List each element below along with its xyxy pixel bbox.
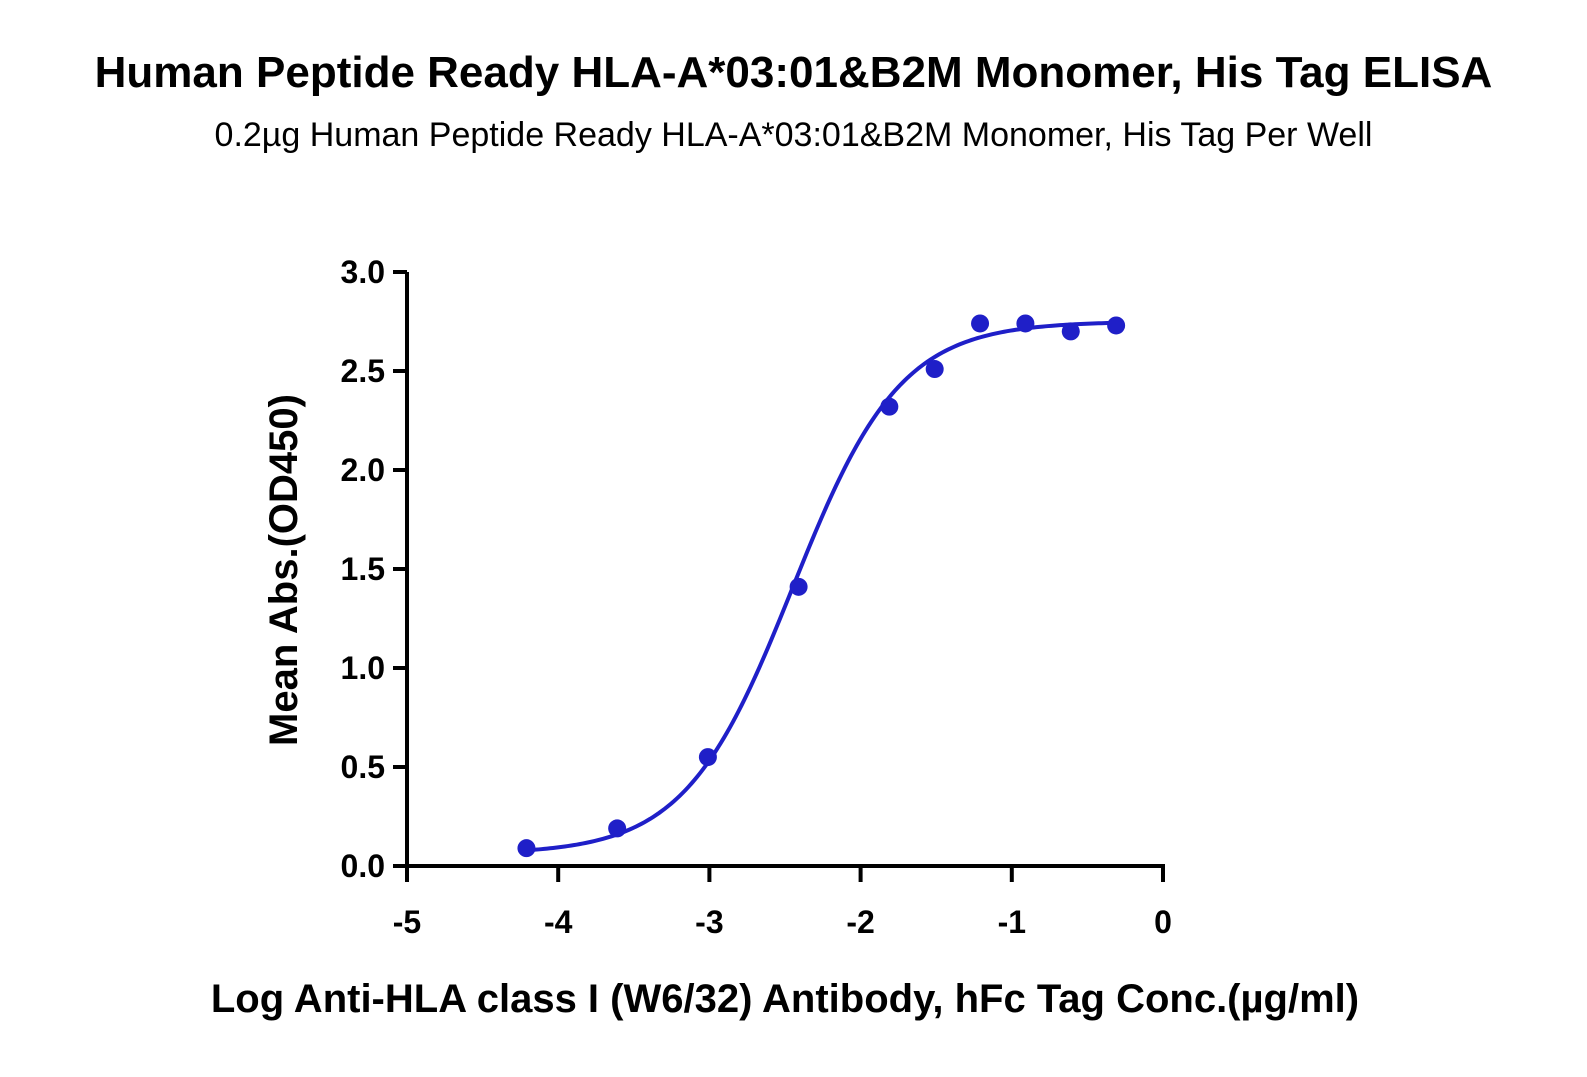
data-point	[517, 839, 536, 858]
y-tick-label: 0.0	[341, 848, 385, 884]
x-axis-title: Log Anti-HLA class I (W6/32) Antibody, h…	[211, 977, 1359, 1021]
axes: 0.0 0.5 1.0 1.5 2.0 2.5 3.0 -5 -4 -3 -2 -1 0	[341, 254, 1172, 940]
data-point	[1016, 314, 1035, 333]
data-point	[971, 314, 990, 333]
data-point	[880, 397, 899, 416]
x-tick-label: -1	[998, 904, 1026, 940]
data-point	[1107, 316, 1126, 335]
data-point	[925, 360, 944, 379]
y-tick-label: 2.0	[341, 452, 385, 488]
x-tick-label: -3	[695, 904, 723, 940]
fit-curve	[526, 320, 1117, 853]
data-point	[789, 577, 808, 596]
data-point	[1061, 322, 1080, 341]
x-tick-label: -5	[393, 904, 421, 940]
y-tick-label: 2.5	[341, 353, 385, 389]
y-tick-label: 1.5	[341, 551, 385, 587]
y-tick-label: 0.5	[341, 749, 385, 785]
y-tick-label: 1.0	[341, 650, 385, 686]
fit-curve-group	[526, 320, 1117, 853]
x-tick-label: 0	[1154, 904, 1172, 940]
y-tick-label: 3.0	[341, 254, 385, 290]
x-tick-label: -4	[544, 904, 573, 940]
chart-title: Human Peptide Ready HLA-A*03:01&B2M Mono…	[94, 48, 1493, 97]
data-point	[698, 748, 717, 767]
chart-subtitle: 0.2µg Human Peptide Ready HLA-A*03:01&B2…	[214, 116, 1373, 154]
data-points-group	[517, 314, 1126, 858]
y-axis-title: Mean Abs.(OD450)	[262, 394, 306, 746]
x-tick-label: -2	[846, 904, 874, 940]
data-point	[608, 819, 627, 838]
